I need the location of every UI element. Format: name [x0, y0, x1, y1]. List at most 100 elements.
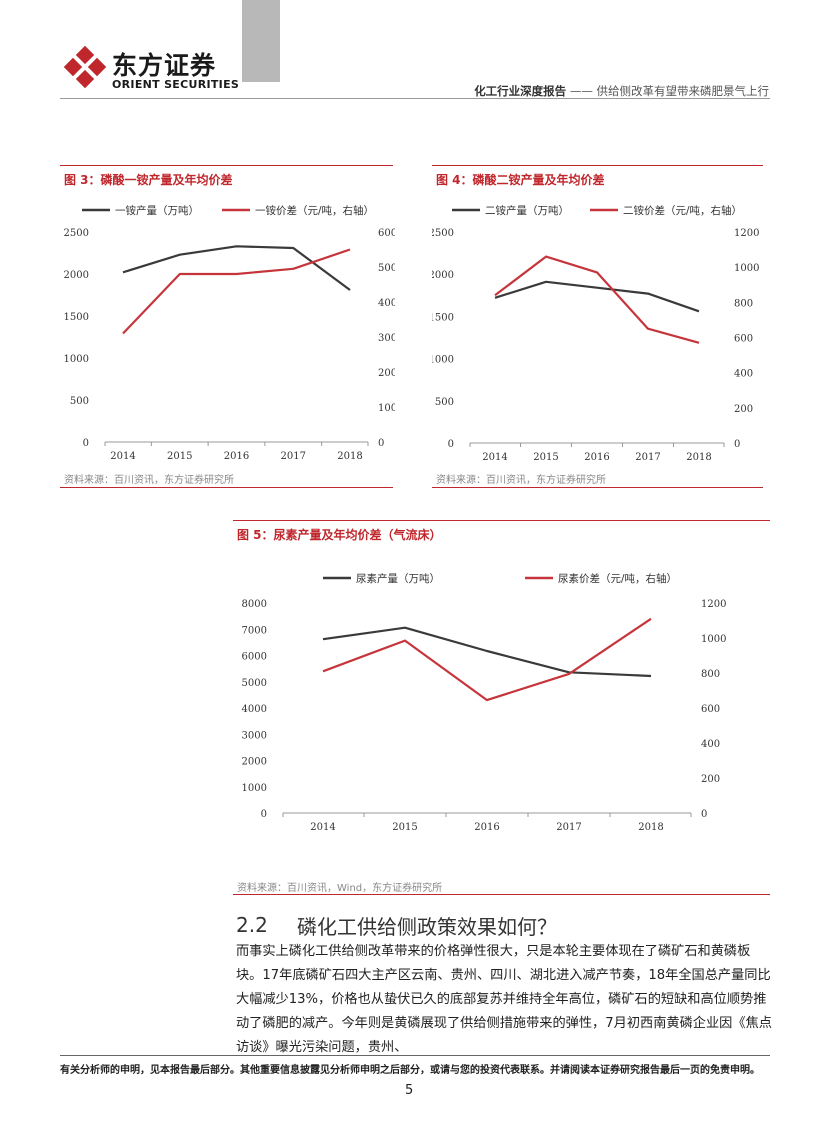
fig5-y-left-tick-label: 3000: [242, 730, 267, 741]
fig4-x-tick-label: 2018: [686, 452, 711, 463]
fig4-series-spread-line: [494, 255, 700, 344]
fig4-legend-label: 二铵价差（元/吨，右轴）: [623, 204, 742, 217]
fig5-y-left-tick-label: 6000: [242, 652, 267, 663]
fig3-y-right-tick-label: 300: [378, 333, 395, 344]
fig5-x-tick-label: 2015: [392, 822, 417, 833]
page-number: 5: [405, 1083, 414, 1098]
fig3-x-tick-label: 2017: [281, 451, 306, 462]
fig5-x-tick-label: 2014: [310, 822, 335, 833]
fig5-y-right-tick-label: 800: [701, 669, 720, 680]
fig5-y-right-tick-label: 1200: [701, 599, 726, 610]
fig3-x-tick-label: 2016: [224, 451, 249, 462]
fig3-top-rule: [60, 165, 393, 166]
fig4-x-tick-label: 2017: [635, 452, 660, 463]
fig3-bottom-rule: [60, 487, 393, 488]
fig3-x-tick-label: 2018: [337, 451, 362, 462]
fig3-series-spread-line: [122, 248, 351, 335]
fig4-y-left-tick-label: 2500: [432, 228, 454, 239]
fig5-x-tick-label: 2016: [474, 822, 499, 833]
fig4-x-tick-label: 2016: [584, 452, 609, 463]
orient-logo-icon: [63, 45, 107, 89]
fig4-y-left-tick-label: 1500: [432, 312, 454, 323]
fig4-y-left-tick-label: 0: [448, 439, 454, 450]
fig3-y-left-tick-label: 2500: [64, 228, 89, 239]
fig3-legend-label: 一铵产量（万吨）: [115, 204, 199, 217]
fig3-chart: 2014 2015 2016 2017 201805001000150020002500…: [64, 204, 395, 462]
section-title: 磷化工供给侧政策效果如何？: [297, 915, 557, 939]
fig5-y-left-tick-label: 8000: [242, 599, 267, 610]
footer-divider: [60, 1055, 770, 1056]
fig4-title: 图 4：磷酸二铵产量及年均价差: [436, 173, 605, 187]
fig5-y-right-tick-label: 200: [701, 774, 720, 785]
brand-name-cn: 东方证券: [112, 51, 217, 80]
fig4-y-right-tick-label: 200: [734, 404, 753, 415]
fig3-x-tick-label: 2014: [110, 451, 135, 462]
fig4-y-right-tick-label: 1200: [734, 228, 759, 239]
fig4-y-left-tick-label: 1000: [432, 355, 454, 366]
fig4-top-rule: [432, 165, 763, 166]
fig5-y-right-tick-label: 600: [701, 704, 720, 715]
fig3-source: 资料来源：百川资讯，东方证券研究所: [64, 475, 234, 486]
fig3-y-left-tick-label: 1500: [64, 312, 89, 323]
fig5-bottom-rule: [233, 894, 770, 895]
fig5-x-tick-label: 2017: [556, 822, 581, 833]
fig3-x-tick-label: 2015: [167, 451, 192, 462]
brand-name-en: ORIENT SECURITIES: [112, 78, 240, 91]
section-number: 2.2: [236, 913, 268, 937]
fig3-legend-label: 一铵价差（元/吨，右轴）: [255, 204, 374, 217]
fig3-y-right-tick-label: 600: [378, 228, 395, 239]
footer-disclaimer: 有关分析师的申明，见本报告最后部分。其他重要信息披露见分析师申明之后部分，或请与…: [60, 1065, 760, 1076]
fig5-series-production-line: [322, 626, 652, 678]
fig5-legend-label: 尿素价差（元/吨，右轴）: [558, 572, 677, 585]
fig5-series-spread-line: [322, 617, 652, 702]
report-subtitle: 供给侧改革有望带来磷肥景气上行: [596, 84, 770, 98]
fig4-x-tick-label: 2014: [482, 452, 507, 463]
fig4-x-tick-label: 2015: [533, 452, 558, 463]
fig4-y-right-tick-label: 400: [734, 369, 753, 380]
fig3-y-left-tick-label: 500: [70, 396, 89, 407]
fig4-bottom-rule: [432, 487, 763, 488]
fig4-y-right-tick-label: 600: [734, 334, 753, 345]
fig4-y-left-tick-label: 500: [435, 397, 454, 408]
header-grey-bar: [242, 0, 280, 82]
fig5-legend-label: 尿素产量（万吨）: [356, 572, 440, 585]
fig4-y-right-tick-label: 1000: [734, 263, 759, 274]
fig3-y-right-tick-label: 500: [378, 263, 395, 274]
report-type: 化工行业深度报告: [474, 84, 567, 98]
fig5-y-right-tick-label: 400: [701, 739, 720, 750]
fig5-y-right-tick-label: 1000: [701, 634, 726, 645]
fig3-y-left-tick-label: 1000: [64, 354, 89, 365]
fig4-legend-label: 二铵产量（万吨）: [485, 204, 569, 217]
paragraph-text: 而事实上磷化工供给侧改革带来的价格弹性很大，只是本轮主要体现在了磷矿石和黄磷板块…: [236, 944, 772, 1055]
fig5-top-rule: [233, 520, 770, 521]
fig3-title: 图 3：磷酸一铵产量及年均价差: [64, 173, 233, 187]
section-paragraph: 而事实上磷化工供给侧改革带来的价格弹性很大，只是本轮主要体现在了磷矿石和黄磷板块…: [236, 940, 772, 1060]
fig5-y-left-tick-label: 2000: [242, 757, 267, 768]
fig5-y-left-tick-label: 5000: [242, 678, 267, 689]
fig4-series-production-line: [494, 280, 700, 313]
fig3-series-production-line: [122, 245, 351, 291]
fig4-y-right-tick-label: 800: [734, 298, 753, 309]
report-header-title: 化工行业深度报告 —— 供给侧改革有望带来磷肥景气上行: [474, 83, 769, 99]
report-sep: ——: [566, 84, 597, 98]
fig3-y-right-tick-label: 200: [378, 368, 395, 379]
header-divider: [60, 98, 770, 99]
fig5-y-right-tick-label: 0: [701, 809, 707, 820]
fig3-y-right-tick-label: 100: [378, 403, 395, 414]
fig5-y-left-tick-label: 0: [261, 809, 267, 820]
fig3-y-right-tick-label: 0: [378, 438, 384, 449]
fig4-chart: 2014201520162017201805001000150020002500…: [432, 204, 759, 463]
fig5-title: 图 5：尿素产量及年均价差（气流床）: [237, 528, 442, 542]
fig5-y-left-tick-label: 7000: [242, 625, 267, 636]
fig4-source: 资料来源：百川资讯，东方证券研究所: [436, 475, 606, 486]
fig5-chart: 2014 2015 2016 2017 201801000200030004000500…: [242, 572, 727, 833]
fig5-y-left-tick-label: 4000: [242, 704, 267, 715]
fig3-y-left-tick-label: 0: [83, 438, 89, 449]
fig3-y-right-tick-label: 400: [378, 298, 395, 309]
fig4-y-left-tick-label: 2000: [432, 270, 454, 281]
fig5-source: 资料来源：百川资讯，Wind，东方证券研究所: [237, 883, 443, 894]
fig3-y-left-tick-label: 2000: [64, 270, 89, 281]
fig4-y-right-tick-label: 0: [734, 439, 740, 450]
fig5-x-tick-label: 2018: [638, 822, 663, 833]
fig5-y-left-tick-label: 1000: [242, 783, 267, 794]
